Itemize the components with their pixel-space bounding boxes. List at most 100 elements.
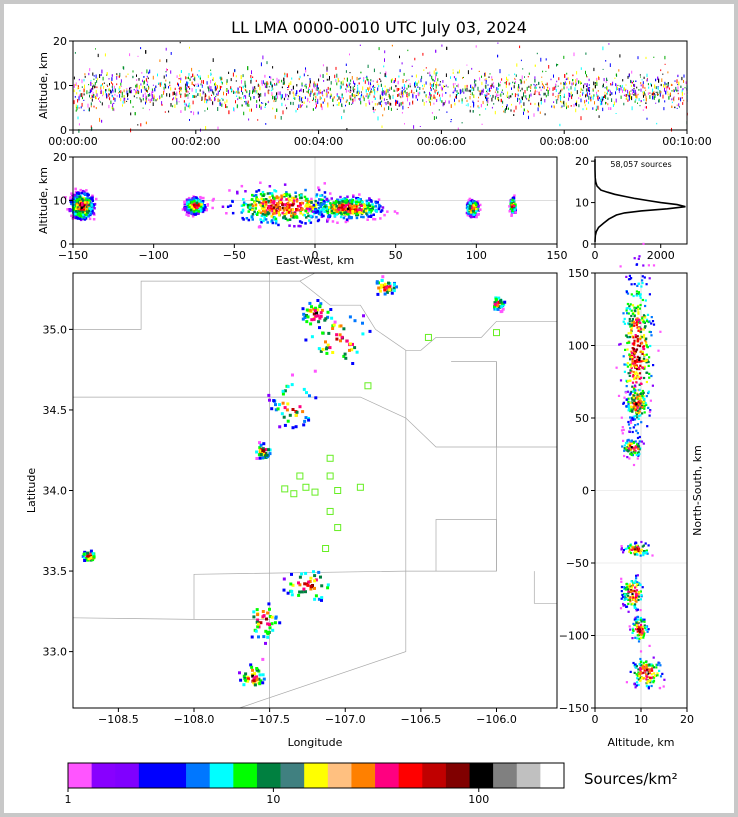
source-point — [128, 89, 130, 94]
source-point — [534, 91, 536, 95]
source-point — [498, 99, 500, 102]
density-cell — [199, 207, 202, 211]
source-point — [399, 69, 401, 73]
source-point — [625, 94, 627, 97]
density-cell — [262, 442, 266, 446]
density-cell — [361, 200, 364, 204]
source-point — [664, 100, 666, 103]
boundary-line — [73, 272, 316, 330]
source-point — [261, 102, 262, 104]
source-point — [320, 97, 322, 100]
density-cell — [251, 215, 254, 219]
density-cell — [353, 211, 356, 215]
source-point — [75, 104, 77, 109]
density-cell — [200, 203, 203, 206]
source-point — [311, 88, 313, 91]
source-point — [530, 90, 531, 92]
source-point — [578, 104, 580, 108]
source-point — [390, 79, 392, 83]
source-point — [568, 88, 570, 91]
density-cell — [277, 203, 280, 207]
density-cell — [327, 199, 330, 202]
source-point — [630, 79, 632, 84]
source-point — [217, 107, 219, 111]
source-point — [464, 88, 466, 92]
source-point — [113, 85, 115, 89]
source-point — [553, 86, 555, 90]
source-point — [343, 109, 345, 113]
source-point — [349, 95, 351, 100]
density-cell — [295, 209, 298, 212]
source-point — [465, 104, 467, 106]
source-point — [314, 92, 316, 95]
density-cell — [343, 205, 346, 209]
density-cell — [290, 196, 294, 200]
density-cell — [339, 215, 343, 219]
source-point — [118, 87, 120, 91]
density-cell — [257, 453, 261, 457]
density-cell — [385, 290, 389, 294]
source-point — [557, 64, 559, 66]
source-point — [328, 78, 330, 81]
boundary-line — [193, 570, 406, 620]
source-point — [669, 94, 671, 97]
boundary-line — [533, 571, 557, 604]
source-point — [386, 88, 388, 93]
density-cell — [308, 394, 311, 398]
density-cell — [338, 202, 341, 205]
density-cell — [380, 283, 383, 287]
source-point — [78, 96, 80, 101]
density-cell — [377, 206, 381, 209]
density-cell — [263, 454, 267, 458]
source-point — [678, 103, 680, 107]
source-point — [283, 81, 285, 84]
density-cell — [332, 209, 335, 212]
source-point — [159, 59, 161, 62]
source-point — [430, 86, 431, 89]
density-cell — [370, 200, 373, 203]
density-cell — [81, 197, 84, 201]
source-point — [667, 93, 669, 96]
source-point — [316, 85, 318, 88]
source-point — [633, 80, 634, 83]
density-cell — [319, 302, 323, 306]
source-point — [146, 89, 147, 92]
density-cell — [85, 557, 89, 560]
source-point — [255, 88, 257, 90]
source-point — [441, 87, 443, 91]
source-point — [147, 94, 149, 97]
density-cell — [280, 412, 284, 416]
source-point — [345, 70, 347, 73]
density-cell — [260, 197, 263, 200]
density-cell — [201, 209, 205, 213]
source-point — [379, 96, 381, 100]
source-point — [541, 82, 543, 86]
source-point — [575, 103, 577, 106]
source-point — [681, 91, 683, 96]
source-point — [123, 95, 125, 98]
density-cell — [211, 206, 214, 210]
density-cell — [281, 401, 285, 405]
density-cell — [293, 213, 297, 216]
source-point — [471, 67, 473, 70]
source-point — [548, 65, 550, 69]
source-point — [466, 64, 468, 66]
source-point — [454, 98, 455, 102]
source-point — [612, 81, 614, 85]
source-point — [165, 74, 167, 77]
source-point — [601, 96, 603, 100]
density-cell — [475, 209, 478, 213]
source-point — [469, 96, 471, 100]
source-point — [373, 87, 374, 92]
density-cell — [288, 195, 292, 198]
source-point — [679, 106, 680, 108]
source-point — [256, 104, 258, 108]
density-cell — [326, 211, 330, 215]
source-point — [384, 50, 386, 54]
density-cell — [328, 215, 331, 219]
density-cell — [251, 208, 254, 212]
source-point — [504, 109, 506, 114]
source-point — [611, 92, 613, 95]
source-point — [570, 86, 572, 90]
density-cell — [186, 205, 189, 208]
